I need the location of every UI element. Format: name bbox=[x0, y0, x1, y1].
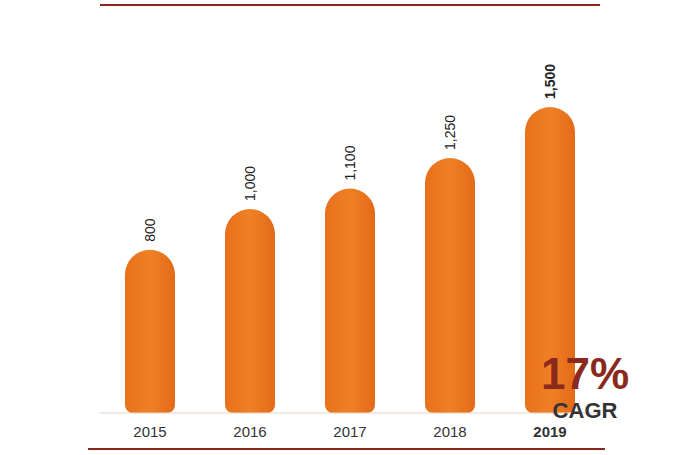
svg-text:2016: 2016 bbox=[233, 423, 266, 440]
svg-text:2019: 2019 bbox=[533, 423, 566, 440]
svg-text:1,100: 1,100 bbox=[342, 145, 358, 180]
html-text:CAGR: CAGR bbox=[552, 398, 618, 423]
svg-text:2015: 2015 bbox=[133, 423, 166, 440]
html-text:17%: 17% bbox=[541, 349, 629, 398]
svg-text:1,500: 1,500 bbox=[542, 64, 558, 99]
svg-text:2018: 2018 bbox=[433, 423, 466, 440]
svg-text:1,000: 1,000 bbox=[242, 166, 258, 201]
svg-text:1,250: 1,250 bbox=[442, 115, 458, 150]
svg-text:800: 800 bbox=[142, 218, 158, 242]
svg-text:2017: 2017 bbox=[333, 423, 366, 440]
